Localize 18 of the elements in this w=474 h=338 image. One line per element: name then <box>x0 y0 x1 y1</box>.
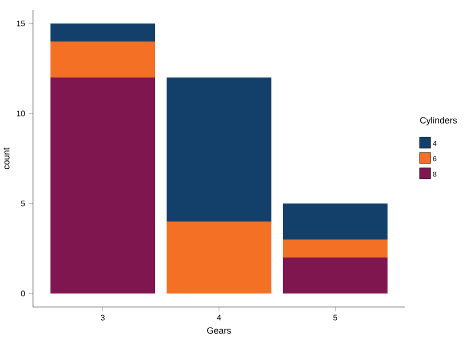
y-tick-label: 10 <box>16 110 25 116</box>
x-tick-label: 4 <box>216 314 221 320</box>
x-axis-title: Gears <box>207 327 231 334</box>
bar <box>50 24 156 42</box>
legend-title: Cylinders <box>420 116 457 126</box>
x-tick-label: 3 <box>100 314 105 320</box>
y-tick-label: 15 <box>16 20 25 26</box>
bar <box>282 240 388 258</box>
bar <box>166 78 272 222</box>
bar <box>282 258 388 294</box>
bar <box>50 42 156 78</box>
bar <box>50 78 156 294</box>
bar <box>282 204 388 240</box>
y-axis-title: count <box>4 148 10 170</box>
x-tick-label: 5 <box>333 314 338 320</box>
y-tick-label: 5 <box>21 200 25 206</box>
bar <box>166 222 272 294</box>
y-tick-label: 0 <box>21 290 25 296</box>
